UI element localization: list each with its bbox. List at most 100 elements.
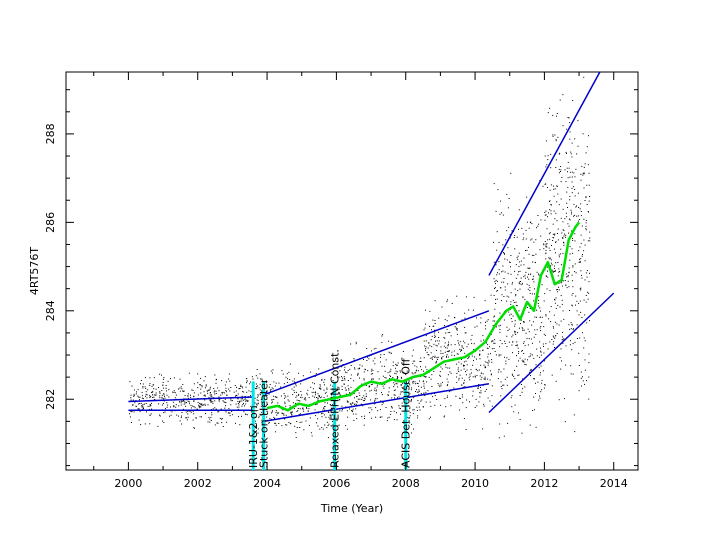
data-point (207, 421, 209, 423)
data-point (181, 412, 183, 413)
data-point (532, 410, 534, 411)
data-point (256, 404, 258, 406)
data-point (569, 328, 571, 330)
data-point (134, 402, 136, 404)
data-point (181, 400, 182, 402)
data-point (494, 308, 496, 310)
data-point (521, 432, 523, 434)
data-point (498, 325, 500, 327)
data-point (492, 325, 494, 327)
data-point (544, 384, 546, 386)
data-point (149, 377, 151, 379)
data-point (478, 384, 480, 385)
data-point (230, 398, 232, 400)
data-point (550, 210, 552, 212)
data-point (514, 330, 515, 332)
data-point (512, 352, 513, 354)
data-point (579, 337, 581, 339)
data-point (285, 424, 287, 426)
data-point (430, 416, 431, 418)
data-point (555, 167, 557, 168)
data-point (204, 404, 206, 406)
data-point (461, 384, 463, 386)
data-point (562, 280, 564, 282)
data-point (437, 356, 439, 358)
data-point (554, 302, 556, 304)
data-point (527, 276, 528, 278)
data-point (415, 391, 416, 392)
data-point (315, 373, 317, 375)
data-point (140, 380, 142, 381)
data-point (319, 385, 321, 387)
data-point (144, 386, 146, 388)
data-point (439, 371, 441, 373)
data-point (572, 252, 574, 254)
data-point (511, 283, 513, 285)
data-point (456, 363, 458, 365)
data-point (422, 406, 424, 408)
data-point (357, 373, 359, 375)
data-point (482, 428, 484, 430)
data-point (213, 391, 215, 393)
data-point (495, 210, 497, 212)
data-point (275, 412, 277, 413)
data-point (396, 376, 398, 377)
data-point (577, 192, 579, 194)
data-point (424, 327, 426, 329)
data-point (505, 360, 507, 362)
data-point (367, 370, 369, 372)
data-point (190, 404, 192, 406)
data-point (246, 380, 248, 382)
data-point (303, 398, 305, 400)
data-point (562, 208, 564, 210)
data-point (137, 408, 139, 410)
data-point (416, 366, 418, 368)
data-point (425, 340, 427, 342)
data-point (400, 376, 402, 378)
data-point (189, 401, 191, 403)
data-point (491, 340, 493, 342)
data-point (565, 364, 567, 366)
data-point (560, 320, 562, 322)
data-point (508, 341, 510, 343)
data-point (240, 398, 242, 400)
data-point (433, 325, 435, 327)
data-point (260, 406, 262, 408)
data-point (362, 405, 364, 407)
data-point (237, 403, 239, 404)
data-point (315, 404, 317, 406)
data-point (568, 271, 570, 273)
data-point (274, 422, 276, 424)
data-point (487, 347, 489, 349)
data-point (133, 395, 135, 397)
data-point (552, 233, 554, 235)
data-point (382, 401, 383, 403)
data-point (326, 421, 328, 423)
data-point (273, 416, 275, 418)
data-point (553, 195, 555, 197)
data-point (574, 138, 576, 140)
data-point (531, 293, 533, 295)
data-point (294, 381, 296, 383)
data-point (396, 378, 398, 380)
data-point (130, 411, 132, 413)
data-point (225, 391, 227, 393)
data-point (479, 358, 481, 360)
data-point (159, 414, 160, 416)
x-tick-label: 2014 (600, 477, 628, 490)
data-point (391, 406, 393, 408)
data-point (338, 387, 340, 389)
data-point (388, 387, 390, 389)
data-point (324, 392, 326, 394)
data-point (538, 399, 540, 401)
data-point (441, 357, 442, 359)
data-point (558, 204, 560, 206)
data-point (573, 215, 574, 217)
data-point (212, 408, 214, 410)
data-point (175, 404, 177, 406)
data-point (446, 378, 448, 380)
data-point (336, 361, 338, 363)
data-point (370, 370, 372, 372)
data-point (200, 377, 202, 379)
data-point (537, 381, 539, 383)
